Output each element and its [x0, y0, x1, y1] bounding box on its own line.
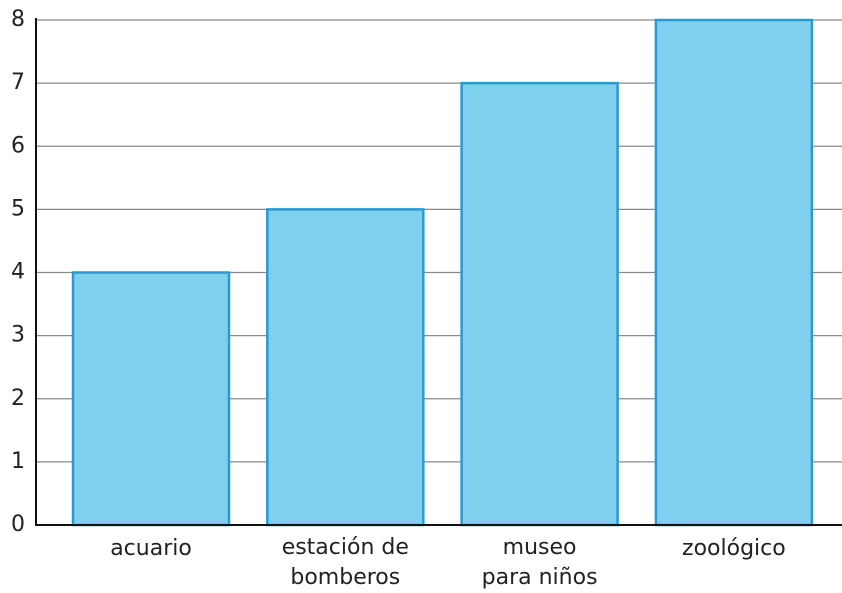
y-tick-label: 8 — [11, 7, 25, 32]
y-tick-label: 4 — [11, 260, 25, 285]
y-tick-label: 2 — [11, 386, 25, 411]
bar — [654, 18, 814, 527]
x-tick-label: acuario — [110, 536, 192, 561]
bar — [266, 208, 425, 527]
x-tick-label: estación de bomberos — [282, 535, 409, 590]
y-tick-label: 6 — [11, 133, 25, 158]
y-tick-label: 3 — [11, 323, 25, 348]
bar — [71, 271, 231, 527]
y-tick-label: 0 — [11, 512, 25, 537]
x-tick-label: zoológico — [682, 536, 786, 561]
y-tick-label: 1 — [11, 449, 25, 474]
x-tick-label: museo para niños — [482, 535, 598, 590]
y-tick-label: 5 — [11, 196, 25, 221]
y-tick-label: 7 — [11, 70, 25, 95]
bar — [460, 81, 619, 527]
